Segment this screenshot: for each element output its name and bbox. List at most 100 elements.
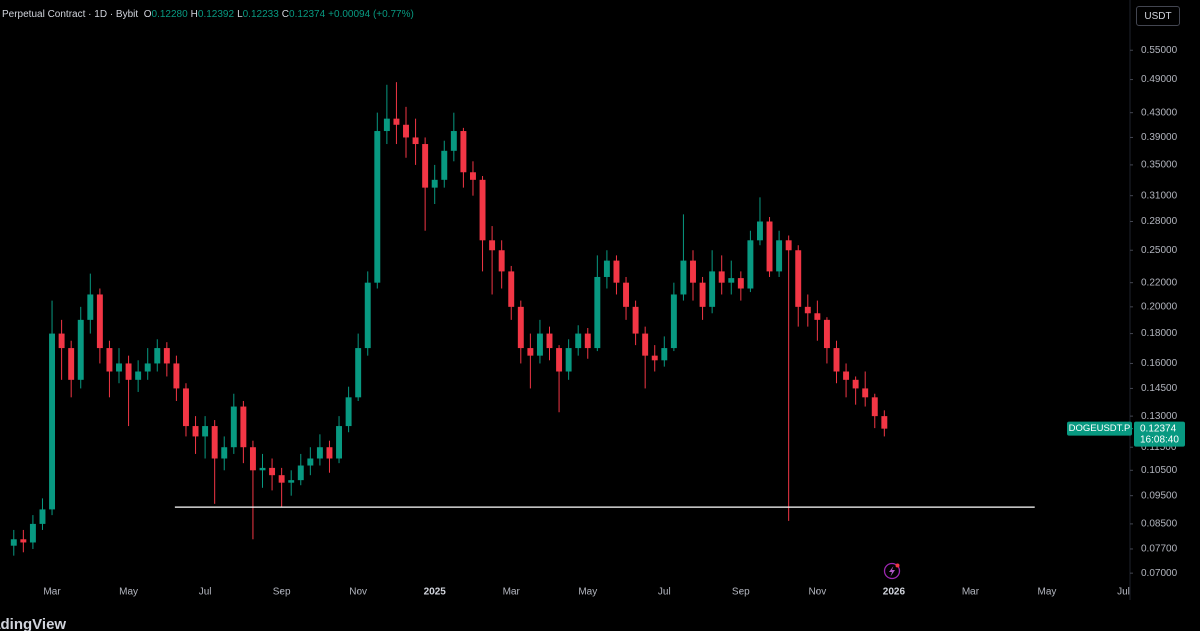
candle-body — [709, 271, 716, 307]
candle-body — [106, 348, 113, 372]
candle-body — [852, 379, 859, 389]
candle-body — [804, 306, 811, 314]
ohlc-key: H — [190, 9, 198, 20]
price-label-bg — [1134, 421, 1185, 447]
candle-body — [144, 363, 151, 372]
x-tick-label: Nov — [349, 587, 367, 598]
brand-logo: TradingView — [0, 616, 66, 631]
countdown-label: 16:08:40 — [1140, 434, 1179, 445]
y-tick-label: 0.35000 — [1141, 160, 1178, 171]
candle-body — [881, 416, 888, 429]
candle-body — [10, 539, 17, 546]
y-tick-label: 0.39000 — [1141, 132, 1178, 143]
candle-body — [249, 447, 256, 471]
y-tick-label: 0.49000 — [1141, 74, 1178, 85]
candle-body — [374, 131, 381, 283]
candle-body — [68, 348, 75, 380]
candle-body — [470, 172, 476, 180]
y-tick-label: 0.07000 — [1141, 568, 1178, 579]
candle-body — [670, 294, 677, 349]
ohlc-key: O — [143, 9, 152, 20]
candle-body — [431, 179, 438, 188]
candle-body — [288, 480, 295, 483]
ohlc-value: 0.12392 — [197, 9, 235, 20]
x-tick-label: Sep — [732, 587, 750, 598]
y-tick-label: 0.07700 — [1141, 544, 1178, 555]
x-tick-label: Jul — [199, 587, 212, 598]
candle-body — [173, 363, 180, 389]
candle-body — [479, 179, 486, 241]
y-tick-label: 0.08500 — [1141, 519, 1178, 530]
candle-body — [508, 271, 515, 307]
candle-body — [202, 426, 209, 437]
candle-body — [450, 131, 457, 151]
ohlc-value: 0.12233 — [242, 9, 279, 20]
candle-body — [211, 426, 218, 459]
y-tick-label: 0.55000 — [1141, 45, 1178, 56]
candle-body — [49, 333, 56, 510]
candle-body — [20, 539, 27, 543]
candle-body — [556, 348, 563, 372]
currency-button[interactable]: USDT — [1136, 6, 1180, 26]
candle-body — [651, 355, 658, 361]
candle-body — [125, 363, 132, 380]
candle-body — [843, 371, 850, 380]
symbol-label-bg — [1067, 421, 1132, 436]
candle-body — [584, 333, 591, 349]
candle-body — [594, 276, 601, 349]
symbol-label: DOGEUSDT.P — [1069, 423, 1131, 434]
candle-body — [613, 260, 620, 283]
candle-body — [690, 260, 696, 283]
y-tick-label: 0.43000 — [1141, 107, 1178, 118]
ohlc-value: 0.12280 — [151, 9, 188, 20]
candle-body — [278, 475, 285, 483]
candle-body — [737, 278, 744, 289]
candle-body — [336, 426, 343, 459]
candle-body — [29, 523, 36, 543]
candle-body — [489, 240, 496, 251]
candle-body — [833, 348, 840, 372]
candle-body — [536, 333, 543, 356]
y-tick-label: 0.18000 — [1141, 328, 1178, 339]
x-tick-label: 2025 — [424, 587, 447, 598]
candle-body — [307, 458, 314, 466]
candle-body — [221, 447, 228, 459]
candle-body — [785, 240, 792, 251]
candle-body — [517, 306, 524, 349]
title: Perpetual Contract · 1D · Bybit — [2, 9, 139, 20]
x-tick-label: May — [119, 587, 138, 598]
candle-body — [527, 348, 534, 356]
x-tick-label: 2026 — [883, 587, 906, 598]
y-tick-label: 0.13000 — [1141, 411, 1178, 422]
candle-body — [393, 118, 400, 125]
candle-body — [316, 447, 323, 459]
candle-body — [498, 250, 505, 272]
candle-body — [412, 137, 419, 145]
candle-body — [364, 282, 371, 349]
candle-body — [154, 348, 161, 364]
x-tick-label: May — [578, 587, 597, 598]
candle-body — [39, 509, 46, 524]
candle-body — [661, 348, 668, 361]
candle-body — [183, 388, 189, 427]
candle-body — [823, 319, 830, 349]
candle-body — [383, 118, 390, 132]
candle-body — [460, 131, 467, 173]
y-tick-label: 0.22000 — [1141, 277, 1178, 288]
candle-body — [757, 221, 763, 241]
candle-body — [546, 333, 553, 349]
y-tick-label: 0.09500 — [1141, 490, 1178, 501]
candle-body — [297, 465, 304, 481]
y-tick-label: 0.31000 — [1141, 190, 1178, 201]
x-tick-label: Mar — [503, 587, 521, 598]
header: Perpetual Contract · 1D · Bybit O0.12280… — [2, 9, 417, 20]
candles — [10, 82, 888, 556]
candle-body — [87, 294, 94, 320]
candle-body — [699, 282, 706, 307]
x-tick-label: May — [1038, 587, 1057, 598]
lightning-icon — [883, 562, 901, 580]
x-tick-label: Sep — [273, 587, 291, 598]
y-tick-label: 0.14500 — [1141, 383, 1178, 394]
